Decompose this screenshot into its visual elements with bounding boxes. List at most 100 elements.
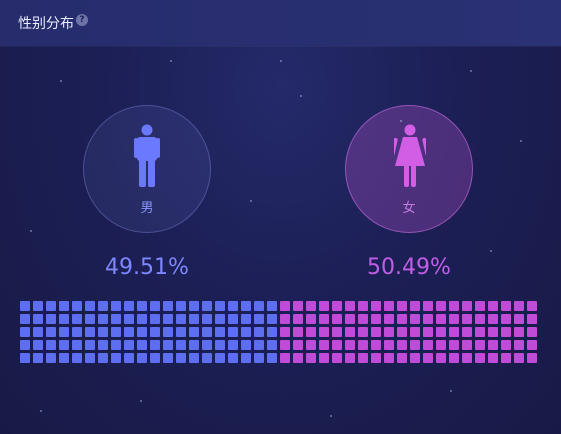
waffle-cell-male — [85, 314, 95, 324]
waffle-cell-male — [72, 314, 82, 324]
waffle-cell-female — [527, 353, 537, 363]
waffle-cell-male — [137, 353, 147, 363]
waffle-cell-male — [189, 327, 199, 337]
waffle-cell-female — [449, 327, 459, 337]
waffle-cell-male — [59, 353, 69, 363]
waffle-cell-male — [137, 340, 147, 350]
waffle-cell-female — [475, 353, 485, 363]
waffle-cell-male — [189, 314, 199, 324]
help-icon[interactable]: ? — [76, 14, 88, 26]
waffle-cell-female — [475, 340, 485, 350]
waffle-cell-female — [280, 301, 290, 311]
waffle-cell-female — [358, 301, 368, 311]
waffle-cell-male — [33, 314, 43, 324]
waffle-cell-male — [46, 314, 56, 324]
waffle-cell-male — [228, 353, 238, 363]
waffle-cell-female — [410, 301, 420, 311]
waffle-cell-male — [189, 301, 199, 311]
background-star — [140, 400, 142, 402]
waffle-cell-female — [488, 327, 498, 337]
waffle-cell-female — [371, 301, 381, 311]
waffle-cell-male — [267, 314, 277, 324]
waffle-cell-female — [475, 327, 485, 337]
waffle-cell-female — [371, 340, 381, 350]
waffle-cell-male — [137, 301, 147, 311]
waffle-cell-male — [267, 301, 277, 311]
waffle-cell-male — [150, 327, 160, 337]
waffle-cell-male — [85, 301, 95, 311]
waffle-cell-female — [397, 340, 407, 350]
waffle-cell-male — [98, 301, 108, 311]
background-star — [280, 60, 282, 62]
waffle-cell-male — [215, 301, 225, 311]
waffle-cell-female — [449, 314, 459, 324]
waffle-cell-female — [319, 340, 329, 350]
waffle-cell-female — [293, 327, 303, 337]
waffle-cell-male — [176, 314, 186, 324]
waffle-cell-female — [332, 353, 342, 363]
waffle-cell-female — [410, 340, 420, 350]
waffle-cell-female — [423, 340, 433, 350]
waffle-cell-male — [111, 340, 121, 350]
waffle-cell-female — [332, 314, 342, 324]
male-figure-icon — [134, 124, 160, 187]
waffle-cell-female — [475, 314, 485, 324]
waffle-cell-male — [46, 301, 56, 311]
waffle-cell-male — [254, 340, 264, 350]
waffle-cell-female — [371, 353, 381, 363]
waffle-cell-male — [267, 353, 277, 363]
waffle-cell-female — [280, 314, 290, 324]
waffle-cell-female — [358, 314, 368, 324]
waffle-cell-female — [527, 327, 537, 337]
waffle-cell-female — [345, 314, 355, 324]
waffle-cell-male — [72, 301, 82, 311]
waffle-cell-female — [332, 327, 342, 337]
waffle-cell-female — [293, 340, 303, 350]
waffle-cell-female — [384, 353, 394, 363]
waffle-cell-female — [358, 353, 368, 363]
waffle-cell-male — [124, 340, 134, 350]
waffle-cell-female — [436, 327, 446, 337]
background-star — [40, 410, 42, 412]
waffle-cell-male — [72, 340, 82, 350]
waffle-cell-male — [163, 340, 173, 350]
waffle-cell-male — [228, 327, 238, 337]
background-star — [520, 140, 522, 142]
waffle-cell-female — [488, 340, 498, 350]
waffle-cell-male — [59, 340, 69, 350]
waffle-cell-male — [124, 353, 134, 363]
waffle-cell-female — [488, 353, 498, 363]
female-percentage: 50.49% — [367, 255, 451, 280]
background-star — [30, 230, 32, 232]
waffle-cell-female — [410, 353, 420, 363]
waffle-cell-male — [72, 327, 82, 337]
waffle-cell-female — [475, 301, 485, 311]
waffle-cell-male — [215, 340, 225, 350]
waffle-cell-female — [384, 314, 394, 324]
waffle-cell-male — [267, 340, 277, 350]
waffle-cell-male — [241, 353, 251, 363]
waffle-cell-male — [33, 327, 43, 337]
waffle-cell-male — [33, 340, 43, 350]
waffle-cell-female — [527, 340, 537, 350]
waffle-cell-female — [501, 301, 511, 311]
waffle-cell-female — [345, 301, 355, 311]
waffle-cell-female — [488, 314, 498, 324]
waffle-cell-female — [358, 327, 368, 337]
waffle-cell-female — [319, 327, 329, 337]
background-star — [250, 200, 252, 202]
waffle-cell-male — [150, 301, 160, 311]
waffle-cell-female — [293, 353, 303, 363]
waffle-cell-female — [462, 301, 472, 311]
waffle-cell-female — [501, 340, 511, 350]
waffle-cell-male — [59, 314, 69, 324]
waffle-cell-female — [527, 301, 537, 311]
waffle-cell-female — [280, 340, 290, 350]
waffle-cell-male — [111, 327, 121, 337]
background-star — [470, 70, 472, 72]
waffle-cell-female — [436, 353, 446, 363]
waffle-cell-male — [163, 353, 173, 363]
waffle-cell-male — [46, 340, 56, 350]
waffle-cell-female — [319, 301, 329, 311]
background-star — [400, 120, 402, 122]
